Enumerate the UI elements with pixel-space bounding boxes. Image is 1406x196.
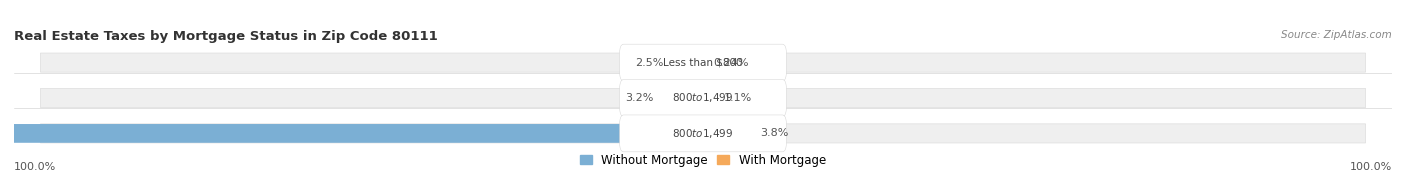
Text: 1.1%: 1.1% (724, 93, 752, 103)
Text: Source: ZipAtlas.com: Source: ZipAtlas.com (1281, 30, 1392, 40)
Text: 100.0%: 100.0% (14, 162, 56, 172)
FancyBboxPatch shape (669, 53, 703, 72)
Legend: Without Mortgage, With Mortgage: Without Mortgage, With Mortgage (581, 154, 825, 167)
Text: 100.0%: 100.0% (1350, 162, 1392, 172)
Text: $800 to $1,499: $800 to $1,499 (672, 92, 734, 104)
Text: $800 to $1,499: $800 to $1,499 (672, 127, 734, 140)
FancyBboxPatch shape (703, 89, 717, 107)
Text: 0.24%: 0.24% (713, 58, 748, 68)
Text: Real Estate Taxes by Mortgage Status in Zip Code 80111: Real Estate Taxes by Mortgage Status in … (14, 30, 437, 43)
Text: Less than $800: Less than $800 (664, 58, 742, 68)
FancyBboxPatch shape (41, 53, 1365, 72)
FancyBboxPatch shape (661, 89, 703, 107)
Text: 2.5%: 2.5% (636, 58, 664, 68)
FancyBboxPatch shape (703, 124, 754, 143)
FancyBboxPatch shape (620, 115, 786, 152)
FancyBboxPatch shape (620, 80, 786, 116)
Text: 3.8%: 3.8% (761, 128, 789, 138)
FancyBboxPatch shape (41, 124, 1365, 143)
FancyBboxPatch shape (41, 88, 1365, 108)
Text: 3.2%: 3.2% (626, 93, 654, 103)
FancyBboxPatch shape (620, 44, 786, 81)
FancyBboxPatch shape (703, 53, 706, 72)
FancyBboxPatch shape (0, 124, 703, 143)
